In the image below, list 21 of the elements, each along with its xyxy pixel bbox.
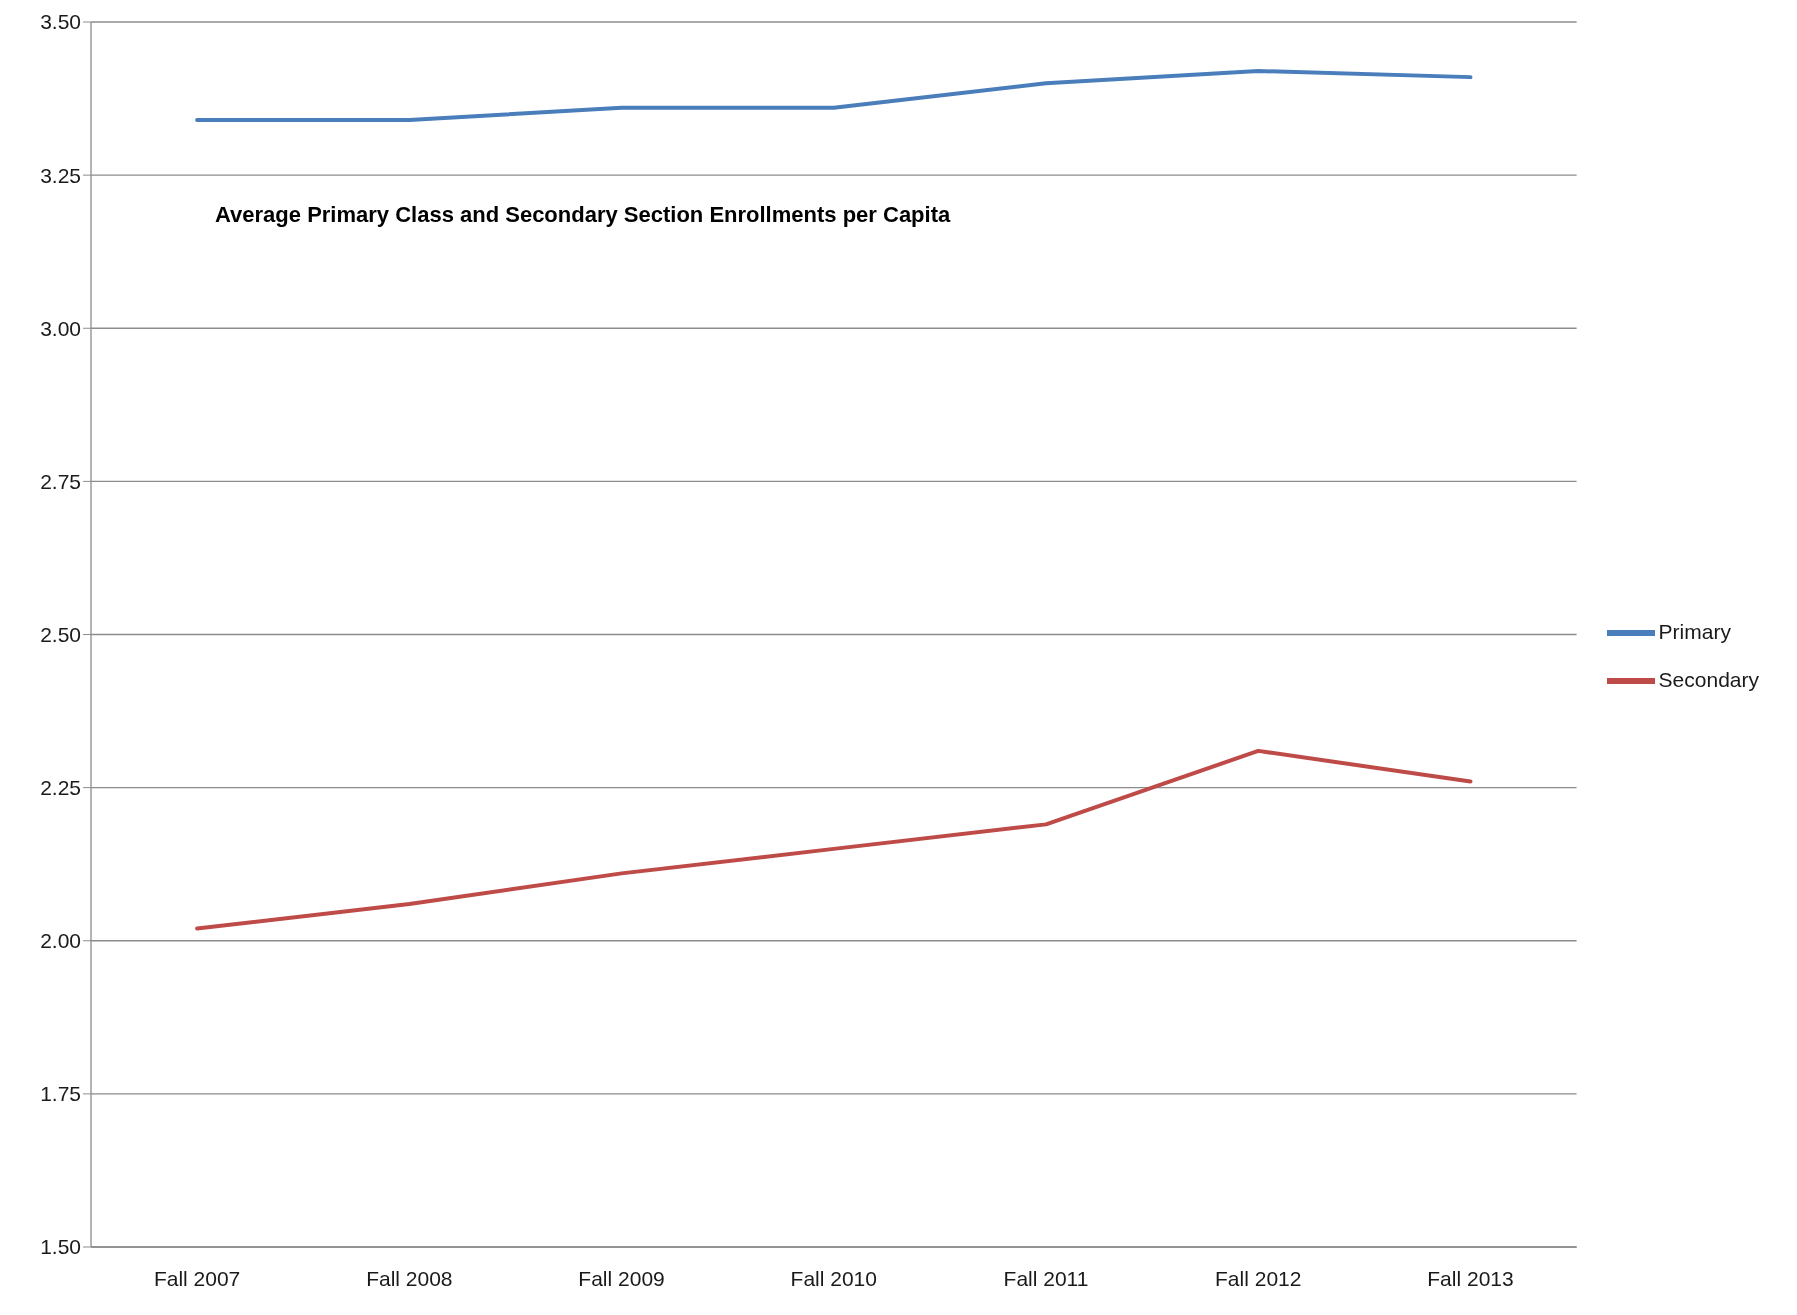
x-tick-label: Fall 2013 xyxy=(1427,1266,1514,1290)
line-series xyxy=(195,748,1473,931)
y-tick-label: 2.25 xyxy=(40,776,81,800)
x-tick-label: Fall 2010 xyxy=(790,1266,877,1290)
legend-label: Primary xyxy=(1658,619,1731,643)
y-tick-label: 1.75 xyxy=(40,1082,81,1106)
x-tick-label: Fall 2011 xyxy=(1003,1266,1089,1290)
legend-label: Secondary xyxy=(1658,667,1759,691)
x-tick-label: Fall 2008 xyxy=(366,1266,453,1290)
y-tick-label: 2.50 xyxy=(40,622,81,646)
x-tick-label: Fall 2012 xyxy=(1215,1266,1302,1290)
y-tick-label: 2.75 xyxy=(40,469,81,493)
text: Average Primary Class and Secondary Section Enrollments per Capita xyxy=(215,202,951,228)
y-tick-label: 1.50 xyxy=(40,1235,81,1259)
y-tick-label: 3.50 xyxy=(40,10,81,34)
y-tick-label: 2.00 xyxy=(40,929,81,953)
x-tick-label: Fall 2007 xyxy=(153,1266,241,1290)
x-tick-label: Fall 2009 xyxy=(578,1266,665,1290)
y-tick-label: 3.00 xyxy=(40,316,81,340)
line-series xyxy=(195,69,1473,122)
y-tick-label: 3.25 xyxy=(40,163,81,187)
